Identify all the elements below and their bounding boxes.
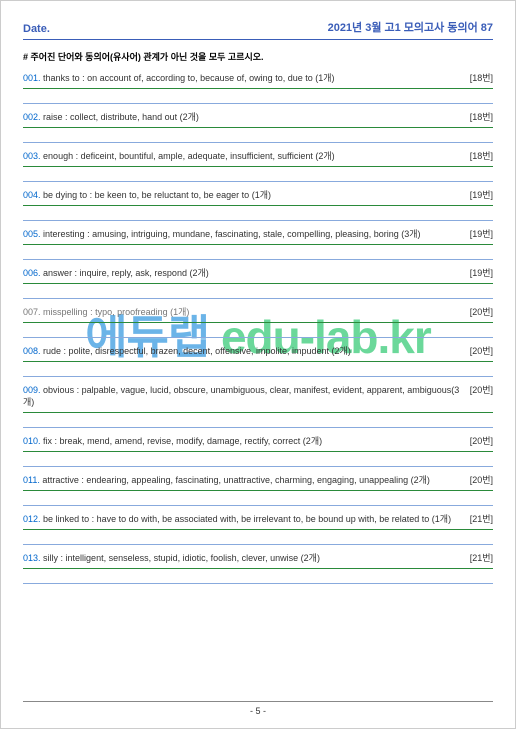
green-line — [23, 412, 493, 413]
question-block: 008. rude : polite, disrespectful, braze… — [23, 342, 493, 377]
question-number: 011. — [23, 475, 40, 485]
blue-line — [23, 181, 493, 182]
question-number: 002. — [23, 112, 41, 122]
green-line — [23, 490, 493, 491]
question-number: 009. — [23, 385, 41, 395]
question-ref: [19번] — [462, 188, 493, 201]
question-ref: [20번] — [462, 305, 493, 318]
question-body: be dying to : be keen to, be reluctant t… — [43, 190, 271, 200]
question-row: 008. rude : polite, disrespectful, braze… — [23, 342, 493, 360]
blue-line — [23, 337, 493, 338]
green-line — [23, 529, 493, 530]
question-block: 006. answer : inquire, reply, ask, respo… — [23, 264, 493, 299]
question-row: 007. misspelling : typo, proofreading (1… — [23, 303, 493, 321]
date-label: Date. — [23, 23, 50, 35]
question-row: 002. raise : collect, distribute, hand o… — [23, 108, 493, 126]
question-body: obvious : palpable, vague, lucid, obscur… — [23, 385, 459, 407]
green-line — [23, 568, 493, 569]
question-ref: [20번] — [462, 434, 493, 447]
question-body: enough : deficeint, bountiful, ample, ad… — [43, 151, 335, 161]
green-line — [23, 361, 493, 362]
blue-line — [23, 544, 493, 545]
question-row: 010. fix : break, mend, amend, revise, m… — [23, 432, 493, 450]
question-number: 001. — [23, 73, 41, 83]
question-body: interesting : amusing, intriguing, munda… — [43, 229, 421, 239]
green-line — [23, 205, 493, 206]
question-row: 004. be dying to : be keen to, be reluct… — [23, 186, 493, 204]
question-block: 013. silly : intelligent, senseless, stu… — [23, 549, 493, 584]
question-ref: [20번] — [462, 344, 493, 357]
question-number: 007. — [23, 307, 41, 317]
blue-line — [23, 583, 493, 584]
question-block: 002. raise : collect, distribute, hand o… — [23, 108, 493, 143]
question-number: 003. — [23, 151, 41, 161]
question-block: 012. be linked to : have to do with, be … — [23, 510, 493, 545]
question-row: 012. be linked to : have to do with, be … — [23, 510, 493, 528]
blue-line — [23, 427, 493, 428]
question-body: fix : break, mend, amend, revise, modify… — [43, 436, 322, 446]
question-block: 001. thanks to : on account of, accordin… — [23, 69, 493, 104]
question-ref: [19번] — [462, 227, 493, 240]
question-number: 004. — [23, 190, 41, 200]
blue-line — [23, 103, 493, 104]
header-underline — [23, 39, 493, 40]
green-line — [23, 244, 493, 245]
question-row: 006. answer : inquire, reply, ask, respo… — [23, 264, 493, 282]
page-title: 2021년 3월 고1 모의고사 동의어 87 — [328, 19, 493, 35]
question-body: attractive : endearing, appealing, fasci… — [42, 475, 430, 485]
blue-line — [23, 259, 493, 260]
green-line — [23, 283, 493, 284]
question-body: raise : collect, distribute, hand out (2… — [43, 112, 199, 122]
question-ref: [19번] — [462, 266, 493, 279]
question-ref: [18번] — [462, 110, 493, 123]
question-block: 010. fix : break, mend, amend, revise, m… — [23, 432, 493, 467]
question-body: misspelling : typo, proofreading (1개) — [43, 307, 189, 317]
blue-line — [23, 220, 493, 221]
question-ref: [18번] — [462, 71, 493, 84]
question-body: answer : inquire, reply, ask, respond (2… — [43, 268, 209, 278]
question-block: 007. misspelling : typo, proofreading (1… — [23, 303, 493, 338]
blue-line — [23, 298, 493, 299]
green-line — [23, 322, 493, 323]
question-row: 001. thanks to : on account of, accordin… — [23, 69, 493, 87]
green-line — [23, 127, 493, 128]
green-line — [23, 451, 493, 452]
question-row: 011. attractive : endearing, appealing, … — [23, 471, 493, 489]
question-body: rude : polite, disrespectful, brazen, de… — [43, 346, 351, 356]
question-number: 013. — [23, 553, 41, 563]
question-block: 004. be dying to : be keen to, be reluct… — [23, 186, 493, 221]
instruction-text: # 주어진 단어와 동의어(유사어) 관계가 아닌 것을 모두 고르시오. — [23, 50, 493, 63]
footer-line — [23, 701, 493, 702]
green-line — [23, 88, 493, 89]
blue-line — [23, 142, 493, 143]
question-number: 006. — [23, 268, 41, 278]
question-number: 008. — [23, 346, 41, 356]
blue-line — [23, 376, 493, 377]
question-row: 009. obvious : palpable, vague, lucid, o… — [23, 381, 493, 411]
question-body: silly : intelligent, senseless, stupid, … — [43, 553, 320, 563]
question-ref: [21번] — [462, 512, 493, 525]
question-block: 005. interesting : amusing, intriguing, … — [23, 225, 493, 260]
question-number: 005. — [23, 229, 41, 239]
question-ref: [20번] — [462, 383, 493, 396]
green-line — [23, 166, 493, 167]
blue-line — [23, 466, 493, 467]
question-row: 003. enough : deficeint, bountiful, ampl… — [23, 147, 493, 165]
question-block: 011. attractive : endearing, appealing, … — [23, 471, 493, 506]
question-row: 013. silly : intelligent, senseless, stu… — [23, 549, 493, 567]
page-number: - 5 - — [250, 706, 266, 716]
question-number: 012. — [23, 514, 41, 524]
blue-line — [23, 505, 493, 506]
question-ref: [21번] — [462, 551, 493, 564]
question-block: 009. obvious : palpable, vague, lucid, o… — [23, 381, 493, 428]
question-ref: [18번] — [462, 149, 493, 162]
question-row: 005. interesting : amusing, intriguing, … — [23, 225, 493, 243]
footer: - 5 - — [1, 701, 515, 716]
question-body: be linked to : have to do with, be assoc… — [43, 514, 451, 524]
question-block: 003. enough : deficeint, bountiful, ampl… — [23, 147, 493, 182]
question-number: 010. — [23, 436, 41, 446]
question-body: thanks to : on account of, according to,… — [43, 73, 334, 83]
question-ref: [20번] — [462, 473, 493, 486]
